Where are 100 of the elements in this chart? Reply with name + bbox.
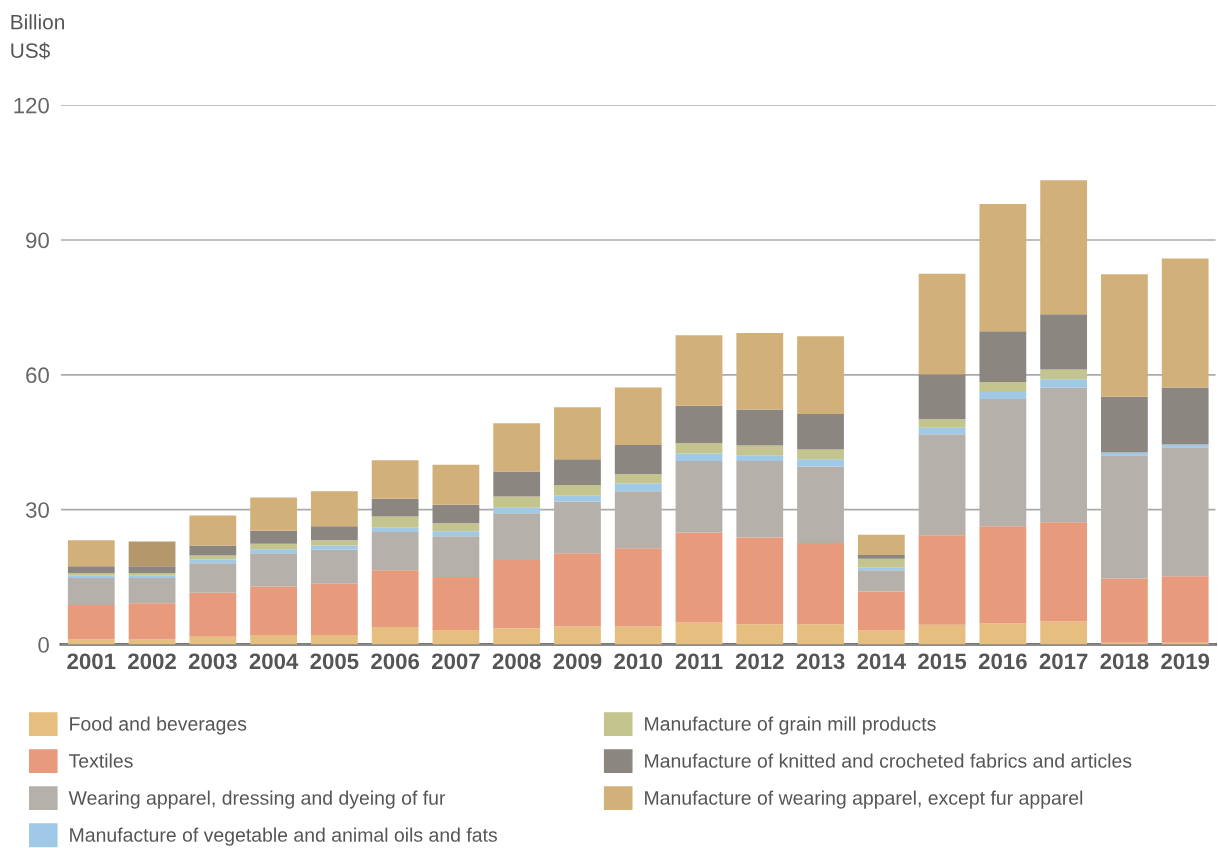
- bar: [310, 583, 358, 636]
- bar: [250, 635, 297, 645]
- bar: [189, 563, 237, 593]
- bar: [371, 532, 419, 571]
- bar: [432, 630, 480, 645]
- bar: [310, 635, 358, 645]
- bar: [432, 536, 480, 578]
- bar: [797, 336, 844, 414]
- bar: [67, 577, 115, 605]
- x-tick-label: 2002: [128, 653, 176, 670]
- x-tick-label: 2012: [735, 653, 784, 670]
- bar: [371, 570, 419, 627]
- x-tick-label: 2006: [371, 653, 420, 670]
- bar: [675, 453, 723, 462]
- bar: [918, 374, 966, 420]
- bar: [554, 626, 601, 645]
- bar: [310, 545, 358, 550]
- bar: [918, 535, 966, 625]
- bar: [918, 273, 966, 375]
- bar: [1040, 314, 1088, 370]
- bar: [128, 566, 176, 574]
- bar: [371, 498, 419, 517]
- bar: [797, 413, 844, 450]
- bar: [67, 566, 115, 574]
- bar: [675, 622, 723, 645]
- bar: [736, 455, 784, 462]
- bar: [310, 540, 358, 546]
- x-tick-label: 2014: [857, 653, 906, 670]
- y-tick-label: 120: [14, 97, 49, 114]
- bar: [128, 603, 176, 640]
- bar: [554, 553, 601, 627]
- legend-label: Food and beverages: [70, 716, 247, 735]
- bar: [189, 555, 237, 560]
- bar: [979, 391, 1027, 400]
- bar: [1040, 180, 1088, 315]
- bar: [189, 592, 237, 637]
- x-tick-label: 2004: [249, 653, 299, 670]
- bar: [736, 409, 784, 446]
- bar: [371, 527, 419, 533]
- bar: [797, 449, 844, 460]
- bar: [371, 626, 419, 645]
- bar: [432, 531, 480, 537]
- bar: [250, 586, 297, 636]
- bar: [979, 623, 1027, 645]
- legend-label: Textiles: [69, 753, 133, 768]
- bar: [736, 333, 784, 410]
- bar: [797, 542, 844, 625]
- bar: [1040, 522, 1088, 622]
- bar: [857, 555, 905, 559]
- bar: [1101, 578, 1148, 643]
- bar: [736, 445, 784, 456]
- bar: [554, 484, 601, 496]
- x-tick-label: 2011: [675, 653, 723, 670]
- bar: [493, 496, 541, 508]
- x-tick-label: 2015: [918, 653, 967, 670]
- bar: [250, 553, 297, 587]
- bar: [857, 591, 905, 631]
- bar: [493, 559, 541, 629]
- bar: [918, 419, 966, 428]
- bar: [614, 474, 662, 484]
- x-tick-label: 2003: [188, 653, 237, 670]
- bar: [67, 540, 115, 567]
- bar: [614, 483, 662, 492]
- x-tick-label: 2007: [431, 653, 480, 670]
- bar: [918, 624, 966, 645]
- bar: [736, 624, 784, 645]
- bar: [250, 549, 297, 554]
- bar: [857, 630, 905, 645]
- bar: [310, 549, 358, 584]
- bar: [250, 497, 297, 531]
- x-tick-label: 2010: [614, 653, 663, 670]
- bar: [1161, 576, 1209, 643]
- bar: [918, 427, 966, 435]
- bar: [797, 459, 844, 467]
- bar: [857, 570, 905, 592]
- bar: [310, 491, 358, 527]
- bar: [67, 604, 115, 640]
- bar: [432, 577, 480, 631]
- bar: [1161, 444, 1209, 448]
- bar: [432, 504, 480, 524]
- bar: [614, 548, 662, 627]
- bar: [554, 407, 601, 460]
- bar: [189, 545, 237, 556]
- x-tick-label: 2019: [1161, 653, 1210, 670]
- legend-label: Manufacture of knitted and crocheted fabrics and articles: [645, 753, 1132, 768]
- bar: [250, 543, 297, 550]
- bar: [675, 405, 723, 444]
- bar: [371, 460, 419, 499]
- bar: [554, 459, 601, 485]
- bar: [979, 204, 1027, 332]
- y-tick-label: 30: [25, 502, 49, 518]
- bar: [432, 464, 480, 505]
- x-tick-label: 2018: [1100, 653, 1149, 670]
- bar: [979, 526, 1027, 624]
- x-tick-label: 2008: [492, 653, 541, 670]
- bar: [128, 541, 176, 567]
- bar: [128, 577, 176, 604]
- bar: [675, 443, 723, 454]
- legend-label: Manufacture of vegetable and animal oils and fats: [70, 827, 497, 846]
- bar: [675, 335, 723, 406]
